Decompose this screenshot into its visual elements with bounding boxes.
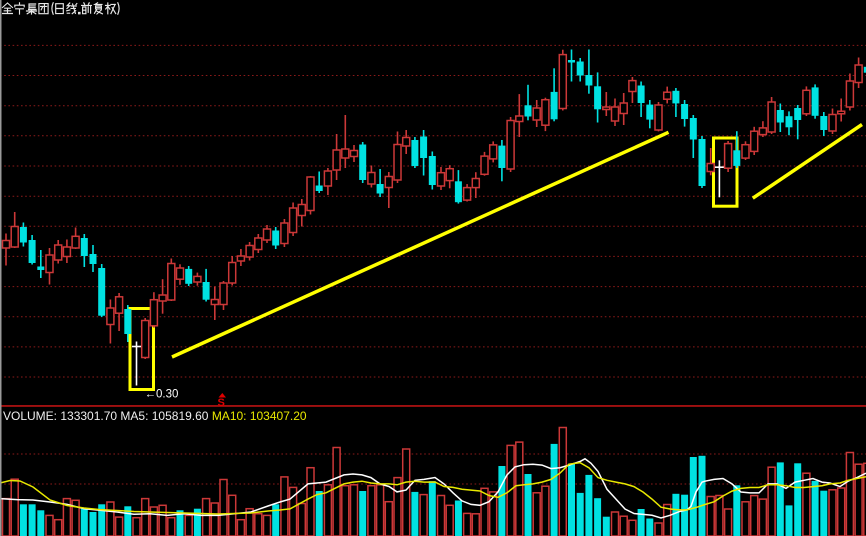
svg-text:S: S <box>218 397 225 409</box>
svg-text:VOLUME: 133301.70 MA5: 105819.: VOLUME: 133301.70 MA5: 105819.60 MA10: 1… <box>3 409 307 423</box>
svg-text:←0.30: ←0.30 <box>145 389 179 401</box>
